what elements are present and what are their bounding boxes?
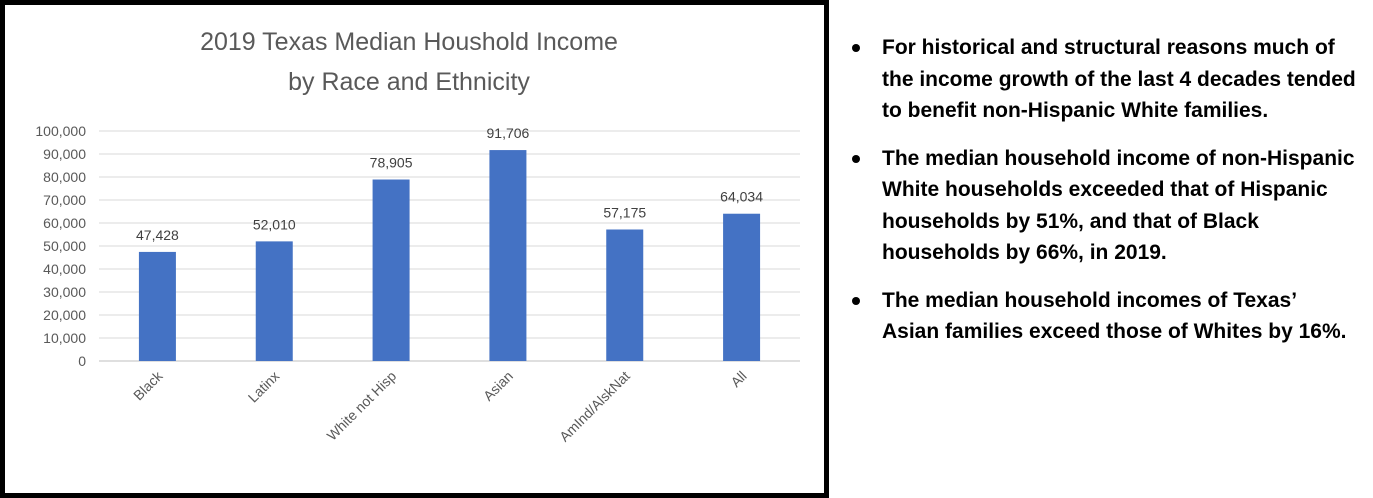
data-labels: 47,428 52,010 78,905 91,706 57,175 64,034 — [136, 125, 763, 243]
x-tick-label: All — [727, 368, 749, 390]
y-tick-label: 60,000 — [43, 215, 86, 231]
chart-title-line-1: 2019 Texas Median Houshold Income — [200, 28, 618, 56]
data-label: 47,428 — [136, 227, 179, 243]
x-tick-label: AmInd/AlskNat — [556, 368, 633, 445]
data-label: 91,706 — [487, 125, 530, 141]
bar-chart: 2019 Texas Median Houshold Income by Rac… — [35, 28, 800, 445]
y-axis-tick-labels: 0 10,000 20,000 30,000 40,000 50,000 60,000 70,… — [35, 123, 86, 369]
bullet-dot-icon — [852, 296, 860, 305]
bar — [489, 150, 527, 361]
bullet-text: The median household incomes of Texas’ A… — [882, 288, 1347, 344]
x-axis-tick-labels: Black Latinx White not Hisp Asian AmInd/Alsk… — [130, 367, 750, 444]
y-tick-label: 70,000 — [43, 192, 86, 208]
bar — [372, 179, 410, 361]
bar — [723, 213, 761, 361]
x-tick-label: Latinx — [245, 368, 283, 406]
data-label: 57,175 — [603, 204, 646, 220]
y-tick-label: 90,000 — [43, 146, 86, 162]
data-label: 64,034 — [720, 189, 763, 205]
gridlines — [99, 130, 800, 362]
x-tick-label: Asian — [480, 368, 516, 404]
data-label: 78,905 — [370, 155, 413, 171]
bars — [138, 150, 761, 361]
bullet-item: The median household income of non-Hispa… — [852, 143, 1357, 269]
bar — [138, 251, 176, 361]
y-tick-label: 30,000 — [43, 284, 86, 300]
y-tick-label: 50,000 — [43, 238, 86, 254]
data-label: 52,010 — [253, 216, 296, 232]
bar — [255, 241, 293, 361]
y-tick-label: 40,000 — [43, 261, 86, 277]
bullet-list: For historical and structural reasons mu… — [852, 32, 1357, 364]
chart-title-line-2: by Race and Ethnicity — [288, 68, 530, 96]
chart-frame: 2019 Texas Median Houshold Income by Rac… — [0, 0, 829, 498]
bar — [606, 229, 644, 361]
y-tick-label: 100,000 — [35, 123, 86, 139]
y-tick-label: 10,000 — [43, 330, 86, 346]
bullet-text: For historical and structural reasons mu… — [882, 36, 1356, 122]
bullet-item: The median household incomes of Texas’ A… — [852, 285, 1357, 348]
y-tick-label: 20,000 — [43, 307, 86, 323]
bullet-item: For historical and structural reasons mu… — [852, 32, 1357, 127]
bullet-text: The median household income of non-Hispa… — [882, 146, 1355, 265]
bullet-dot-icon — [852, 154, 860, 163]
x-tick-label: Black — [130, 367, 166, 403]
bullet-dot-icon — [852, 44, 860, 52]
x-tick-label: White not Hisp — [324, 368, 400, 444]
y-tick-label: 0 — [78, 353, 86, 369]
y-tick-label: 80,000 — [43, 169, 86, 185]
